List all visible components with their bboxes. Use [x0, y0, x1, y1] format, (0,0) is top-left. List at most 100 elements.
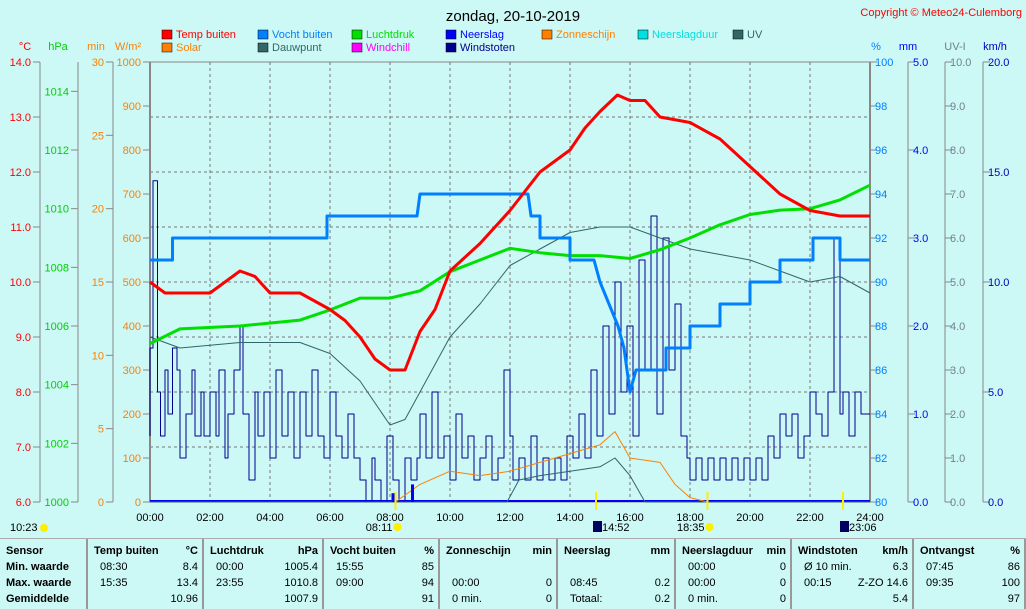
stats-header-cell: Ontvangst — [920, 545, 975, 557]
stats-cell: 91 — [421, 593, 434, 605]
x-tick-label: 02:00 — [196, 512, 224, 524]
x-tick-label: 22:00 — [796, 512, 824, 524]
axis-tick-label: 84 — [875, 409, 887, 421]
legend-swatch — [732, 29, 744, 40]
astro-time: 18:35 — [677, 522, 705, 534]
stats-row: 00:00 0 — [682, 559, 786, 575]
copyright: Copyright © Meteo24-Culemborg — [860, 7, 1022, 19]
axis-tick-label: 15.0 — [988, 167, 1009, 179]
legend-swatch — [161, 29, 173, 40]
axis-unit-label: hPa — [48, 41, 68, 53]
sunrise-marker: 08:11 — [366, 492, 402, 534]
stats-row: 00:00 1005.4 — [210, 559, 318, 575]
axis-tick-label: 98 — [875, 101, 887, 113]
astro-time: 14:52 — [602, 522, 630, 534]
axis-tick-label: 2.0 — [913, 321, 928, 333]
axis-unit-label: % — [871, 41, 881, 53]
legend-swatch — [445, 29, 457, 40]
stats-column: Vocht buiten% 15:55 85 09:00 94 91 — [324, 539, 440, 609]
legend-swatch — [257, 42, 269, 53]
legend-label: UV — [747, 29, 763, 41]
axis-tick-label: 0 — [98, 497, 104, 509]
axis-tick-label: 82 — [875, 453, 887, 465]
x-tick-label: 18:00 — [676, 512, 704, 524]
legend-item: Dauwpunt — [257, 42, 322, 54]
axis-tick-label: 30 — [92, 57, 104, 69]
axis-tick-label: 4.0 — [913, 145, 928, 157]
stats-header-cell: °C — [185, 545, 198, 557]
stats-header-cell: km/h — [882, 545, 908, 557]
axis-tick-label: 3.0 — [950, 365, 965, 377]
legend-swatch — [351, 29, 363, 40]
legend-label: Windchill — [366, 42, 410, 54]
stats-cell: 1007.9 — [284, 593, 318, 605]
legend-swatch — [257, 29, 269, 40]
stats-row: Ø 10 min. 6.3 — [798, 559, 908, 575]
stats-column: Zonneschijn min 00:00 0 0 min. 0 — [440, 539, 558, 609]
legend: Temp buiten Vocht buiten Luchtdruk Neerslag… — [161, 29, 763, 54]
stats-cell — [94, 591, 100, 607]
stats-column: Ontvangst% 07:45 86 09:35 100 97 — [914, 539, 1026, 609]
axis-unit-label: W/m² — [115, 41, 142, 53]
series-dauwpunt — [149, 226, 871, 426]
stats-cell: 08:45 — [570, 577, 598, 589]
sunset-icon — [705, 523, 714, 531]
stats-row: 00:00 0 — [446, 575, 552, 591]
axis-tick-label: 1000 — [45, 497, 69, 509]
axis-tick-label: 0.0 — [950, 497, 965, 509]
stats-cell: 0 min. — [452, 593, 482, 605]
stats-cell: Ø 10 min. — [804, 561, 852, 573]
x-tick-label: 04:00 — [256, 512, 284, 524]
axis-tick-label: 80 — [875, 497, 887, 509]
axis-tick-label: 88 — [875, 321, 887, 333]
axis-tick-label: 92 — [875, 233, 887, 245]
axis-tick-label: 5.0 — [950, 277, 965, 289]
stats-header-cell: hPa — [297, 545, 318, 557]
stats-cell: 10.96 — [170, 593, 198, 605]
legend-swatch — [541, 29, 553, 40]
stats-cell: Totaal: — [570, 593, 603, 605]
axis-tick-label: 700 — [123, 189, 141, 201]
series-windstoten — [149, 180, 870, 503]
axis-tick-label: 5.0 — [988, 387, 1003, 399]
legend-label: Neerslag — [460, 29, 504, 41]
stats-row: Gemiddelde — [6, 591, 82, 607]
sunset-marker: 18:35 — [677, 492, 714, 534]
stats-header-cell: Windstoten — [798, 545, 858, 557]
stats-cell — [210, 591, 216, 607]
x-tick-label: 12:00 — [496, 512, 524, 524]
legend-item: Temp buiten — [161, 29, 236, 41]
stats-header: Ontvangst% — [920, 543, 1020, 559]
legend-item: UV — [732, 29, 763, 41]
legend-label: Windstoten — [460, 42, 515, 54]
stats-cell: 0.2 — [654, 593, 670, 605]
rain-bar — [411, 484, 414, 502]
stats-header-cell: min — [766, 545, 786, 557]
legend-swatch — [637, 29, 649, 40]
axis-unit-label: mm — [899, 41, 917, 53]
stats-row: 07:45 86 — [920, 559, 1020, 575]
axis-tick-label: 200 — [123, 409, 141, 421]
series-vocht-buiten — [150, 192, 870, 394]
axis-tick-label: 25 — [92, 130, 104, 142]
stats-cell — [564, 559, 570, 575]
axis-tick-label: 1012 — [45, 145, 69, 157]
moon-icon — [840, 521, 849, 532]
stats-row: 5.4 — [798, 591, 908, 607]
stats-cell: 00:00 — [216, 561, 244, 573]
stats-cell: 0 — [779, 561, 786, 573]
stats-row: 08:45 0.2 — [564, 575, 670, 591]
moon-marker: 23:06 — [840, 492, 877, 534]
stats-cell — [330, 591, 336, 607]
stats-cell: 00:00 — [688, 577, 716, 589]
axis-tick-label: 500 — [123, 277, 141, 289]
axis-tick-label: 94 — [875, 189, 887, 201]
stats-header: Vocht buiten% — [330, 543, 434, 559]
axis-tick-label: 9.0 — [16, 332, 31, 344]
axis-tick-label: 7.0 — [16, 442, 31, 454]
stats-cell: Gemiddelde — [6, 593, 69, 605]
axis-tick-label: 10 — [92, 350, 104, 362]
stats-header-cell: % — [1010, 545, 1020, 557]
stats-header: Neerslag mm — [564, 543, 670, 559]
stats-row — [564, 559, 670, 575]
